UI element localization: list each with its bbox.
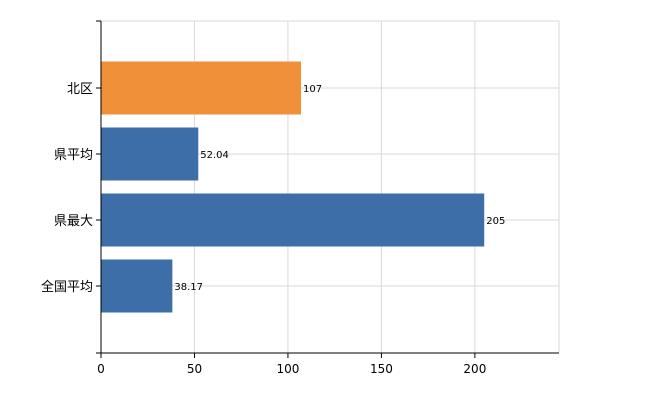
x-tick-label: 200 — [463, 362, 486, 376]
data-label: 107 — [303, 84, 322, 95]
bar — [101, 61, 302, 115]
data-label: 205 — [486, 216, 505, 227]
category-label: 県最大 — [54, 214, 93, 229]
category-label: 北区 — [67, 82, 93, 97]
bar — [101, 127, 199, 181]
x-tick-label: 150 — [370, 362, 393, 376]
category-label: 全国平均 — [41, 279, 93, 295]
category-label: 県平均 — [54, 148, 93, 163]
bar — [101, 259, 173, 313]
x-tick-label: 100 — [276, 362, 299, 376]
x-tick-label: 50 — [187, 362, 202, 376]
data-label: 38.17 — [174, 282, 203, 293]
bar — [101, 193, 485, 247]
data-label: 52.04 — [200, 150, 229, 161]
x-tick-label: 0 — [97, 362, 105, 376]
